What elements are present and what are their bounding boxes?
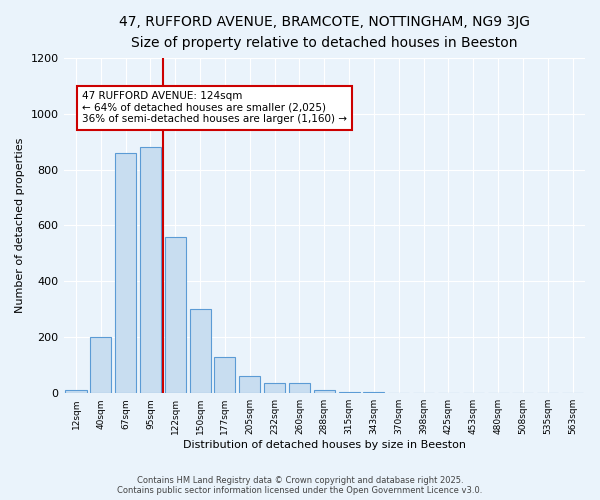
Bar	[264, 384, 285, 393]
Bar	[214, 357, 235, 393]
Bar	[140, 147, 161, 393]
Bar	[364, 392, 385, 393]
Bar	[239, 376, 260, 393]
Title: 47, RUFFORD AVENUE, BRAMCOTE, NOTTINGHAM, NG9 3JG
Size of property relative to d: 47, RUFFORD AVENUE, BRAMCOTE, NOTTINGHAM…	[119, 15, 530, 50]
Bar	[314, 390, 335, 393]
Text: 47 RUFFORD AVENUE: 124sqm
← 64% of detached houses are smaller (2,025)
36% of se: 47 RUFFORD AVENUE: 124sqm ← 64% of detac…	[82, 92, 347, 124]
X-axis label: Distribution of detached houses by size in Beeston: Distribution of detached houses by size …	[183, 440, 466, 450]
Bar	[165, 236, 186, 393]
Bar	[115, 153, 136, 393]
Bar	[190, 310, 211, 393]
Y-axis label: Number of detached properties: Number of detached properties	[15, 138, 25, 313]
Text: Contains HM Land Registry data © Crown copyright and database right 2025.
Contai: Contains HM Land Registry data © Crown c…	[118, 476, 482, 495]
Bar	[90, 338, 112, 393]
Bar	[388, 392, 409, 393]
Bar	[289, 384, 310, 393]
Bar	[338, 392, 359, 393]
Bar	[65, 390, 86, 393]
